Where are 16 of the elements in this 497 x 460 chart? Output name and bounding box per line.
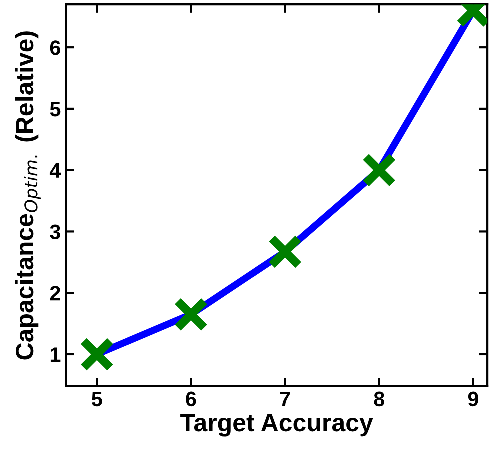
x-tick-label: 9 bbox=[468, 392, 478, 407]
y-tick-label: 5 bbox=[50, 102, 61, 117]
y-tick-label: 6 bbox=[50, 40, 60, 56]
x-tick-label: 7 bbox=[280, 392, 290, 406]
y-tick-label: 1 bbox=[50, 348, 61, 362]
x-axis-title: Target Accuracy bbox=[180, 414, 374, 437]
y-tick-label: 2 bbox=[50, 286, 60, 301]
x-tick-label: 8 bbox=[374, 392, 385, 407]
y-tick-label: 4 bbox=[50, 164, 62, 178]
y-tick-label: 3 bbox=[50, 224, 60, 240]
point bbox=[174, 297, 209, 332]
x-tick-label: 6 bbox=[186, 392, 196, 407]
x-tick-label: 5 bbox=[92, 392, 102, 407]
point bbox=[80, 337, 115, 372]
point bbox=[268, 234, 303, 270]
y-axis-title: Capacitance$_{Optim.}$ (Relative) bbox=[15, 32, 42, 360]
